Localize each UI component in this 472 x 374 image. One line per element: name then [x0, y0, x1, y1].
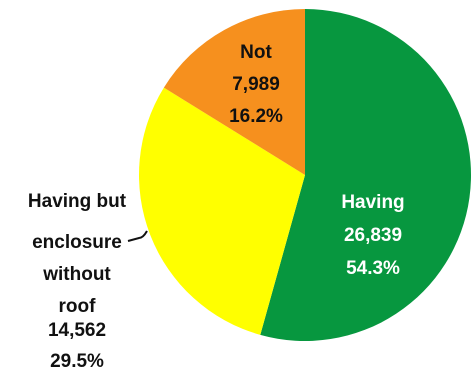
slice-label-having: Having 26,839 54.3%	[341, 192, 404, 279]
pie-slice-having	[260, 8, 472, 341]
slice-label-enclosure-line-3: without	[42, 264, 111, 285]
slice-label-enclosure-line-1: Having but	[28, 191, 127, 212]
pie-slices	[139, 8, 472, 341]
leader-line	[127, 230, 148, 242]
slice-label-enclosure: Having but enclosure without roof 14,562…	[28, 191, 127, 372]
slice-label-enclosure-line-4: roof	[59, 296, 97, 317]
slice-label-not: Not 7,989 16.2%	[229, 42, 283, 127]
slice-label-having-value: 26,839	[344, 225, 402, 246]
slice-label-having-name: Having	[341, 192, 404, 213]
slice-label-not-value: 7,989	[232, 74, 280, 95]
slice-label-enclosure-percent: 29.5%	[50, 351, 104, 372]
pie-slice-not	[163, 9, 305, 175]
slice-label-enclosure-value: 14,562	[48, 320, 106, 341]
slice-label-enclosure-line-2: enclosure	[32, 232, 122, 253]
slice-label-having-percent: 54.3%	[346, 258, 400, 279]
slice-label-not-percent: 16.2%	[229, 106, 283, 127]
pie-slice-enclosure	[139, 87, 305, 335]
slice-label-not-name: Not	[240, 42, 272, 63]
